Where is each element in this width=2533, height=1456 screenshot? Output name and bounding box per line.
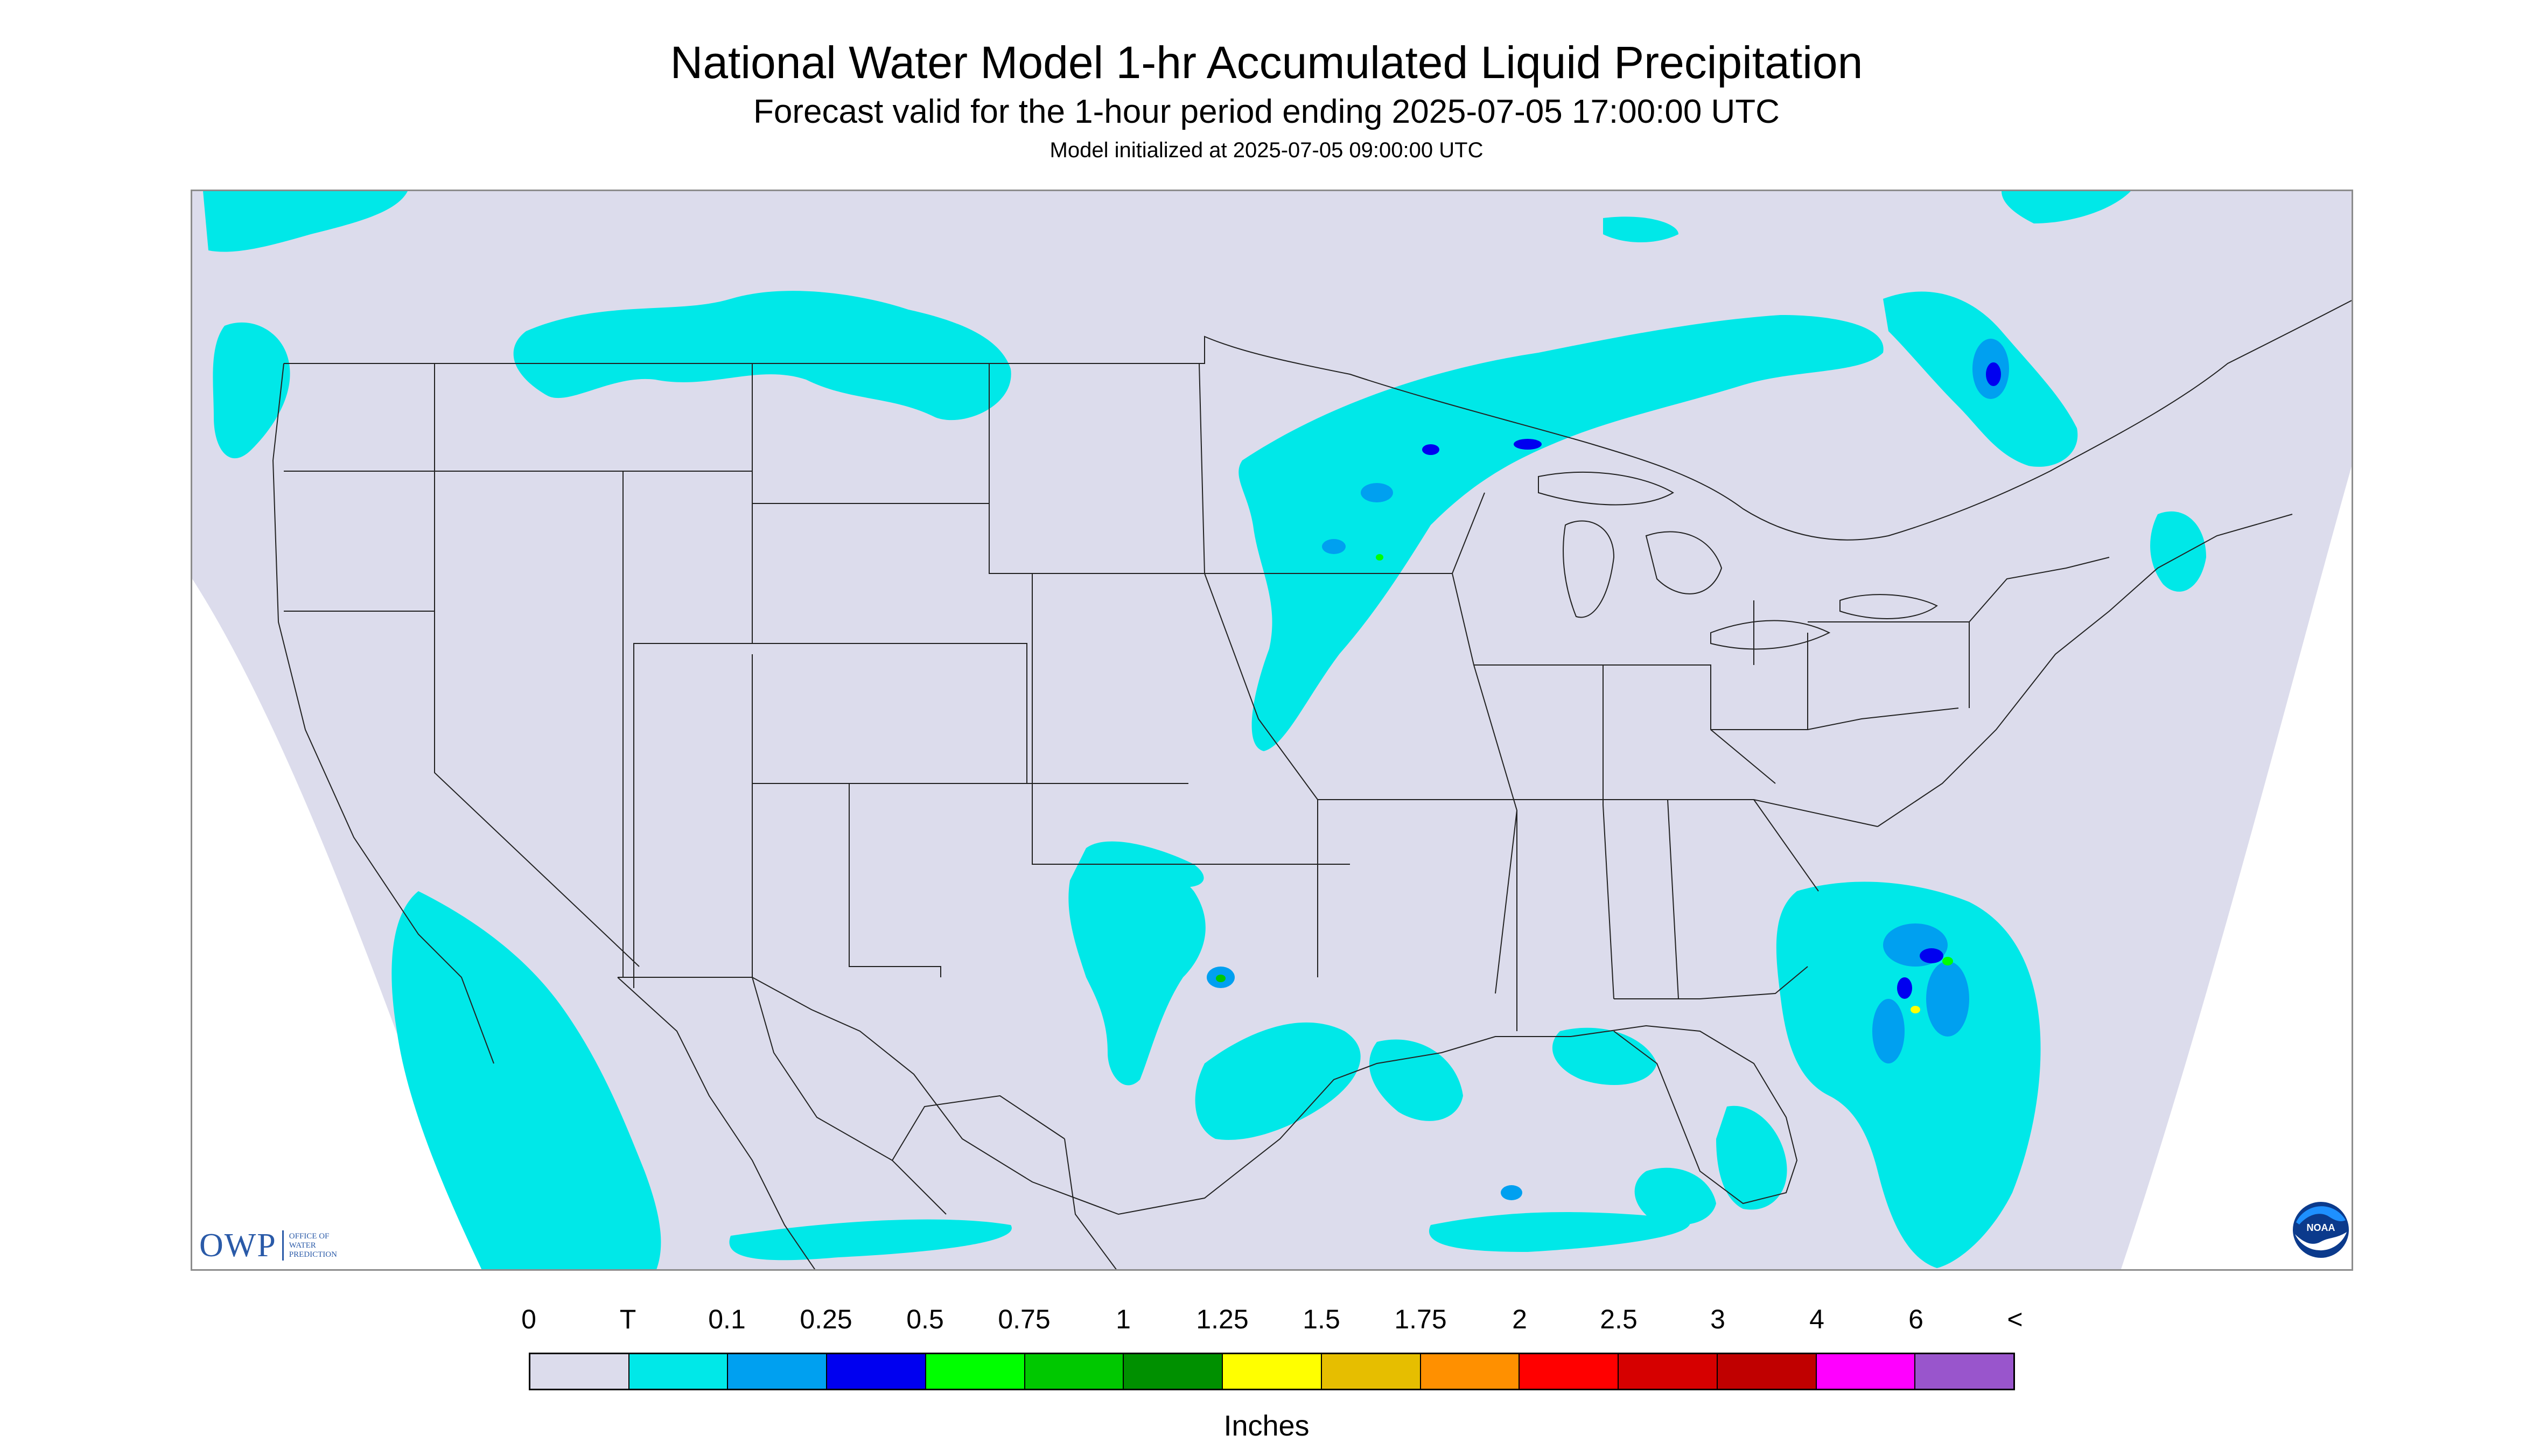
legend-swatch <box>530 1354 629 1389</box>
legend-swatch <box>1321 1354 1421 1389</box>
owp-logo-line-1: OFFICE OF <box>289 1231 330 1241</box>
legend-label: < <box>2007 1304 2023 1334</box>
model-init-time: Model initialized at 2025-07-05 09:00:00… <box>1049 138 1484 162</box>
owp-logo: OWP OFFICE OF WATER PREDICTION <box>199 1227 359 1264</box>
legend-swatch <box>926 1354 1025 1389</box>
owp-logo-line-2: WATER <box>289 1241 316 1250</box>
legend-label: 0.5 <box>906 1304 944 1334</box>
noaa-logo-text: NOAA <box>2307 1222 2335 1233</box>
legend-label: 1 <box>1116 1304 1131 1334</box>
precip-heavy <box>1422 362 2001 999</box>
map-subtitle: Forecast valid for the 1-hour period end… <box>753 93 1780 130</box>
legend-label: T <box>619 1304 636 1334</box>
legend-swatch <box>629 1354 729 1389</box>
owp-logo-divider <box>282 1230 284 1261</box>
owp-logo-line-3: PREDICTION <box>289 1250 337 1259</box>
legend-label: 0.75 <box>998 1304 1051 1334</box>
legend-swatch <box>1223 1354 1322 1389</box>
legend-label: 0 <box>521 1304 536 1334</box>
legend-units: Inches <box>1223 1410 1310 1442</box>
legend-swatch <box>1915 1354 2014 1389</box>
legend-label: 1.75 <box>1394 1304 1447 1334</box>
legend-swatch <box>1717 1354 1817 1389</box>
legend-swatch <box>827 1354 926 1389</box>
legend-label: 2.5 <box>1600 1304 1638 1334</box>
precip-moderate <box>1207 339 2009 1200</box>
map-title: National Water Model 1-hr Accumulated Li… <box>670 37 1863 88</box>
legend-label: 3 <box>1710 1304 1725 1334</box>
legend-label: 1.5 <box>1303 1304 1340 1334</box>
map-canvas <box>192 191 2352 1269</box>
legend-swatch <box>1124 1354 1223 1389</box>
legend-swatch <box>1619 1354 1718 1389</box>
owp-logo-sub: OFFICE OF WATER PREDICTION <box>289 1232 359 1259</box>
legend-swatch <box>728 1354 828 1389</box>
legend-swatch <box>1520 1354 1619 1389</box>
legend-labels: 0 T 0.1 0.25 0.5 0.75 1 1.25 1.5 1.75 2 2.5 3 4 6 < <box>0 1303 2533 1341</box>
precip-light <box>203 191 2206 1269</box>
precip-intense <box>1216 554 1953 1013</box>
legend-swatch <box>1816 1354 1916 1389</box>
state-boundaries <box>272 299 2352 1269</box>
owp-logo-main: OWP <box>199 1227 277 1264</box>
legend-swatch <box>1421 1354 1520 1389</box>
legend-swatch <box>1025 1354 1124 1389</box>
legend-label: 2 <box>1512 1304 1527 1334</box>
precipitation-map <box>191 190 2353 1271</box>
noaa-logo-icon: NOAA <box>2293 1202 2349 1258</box>
legend-label: 0.25 <box>800 1304 852 1334</box>
legend-label: 6 <box>1908 1304 1923 1334</box>
legend-colorbar <box>529 1353 2015 1390</box>
legend-label: 1.25 <box>1196 1304 1249 1334</box>
legend-label: 0.1 <box>708 1304 746 1334</box>
legend-label: 4 <box>1809 1304 1824 1334</box>
